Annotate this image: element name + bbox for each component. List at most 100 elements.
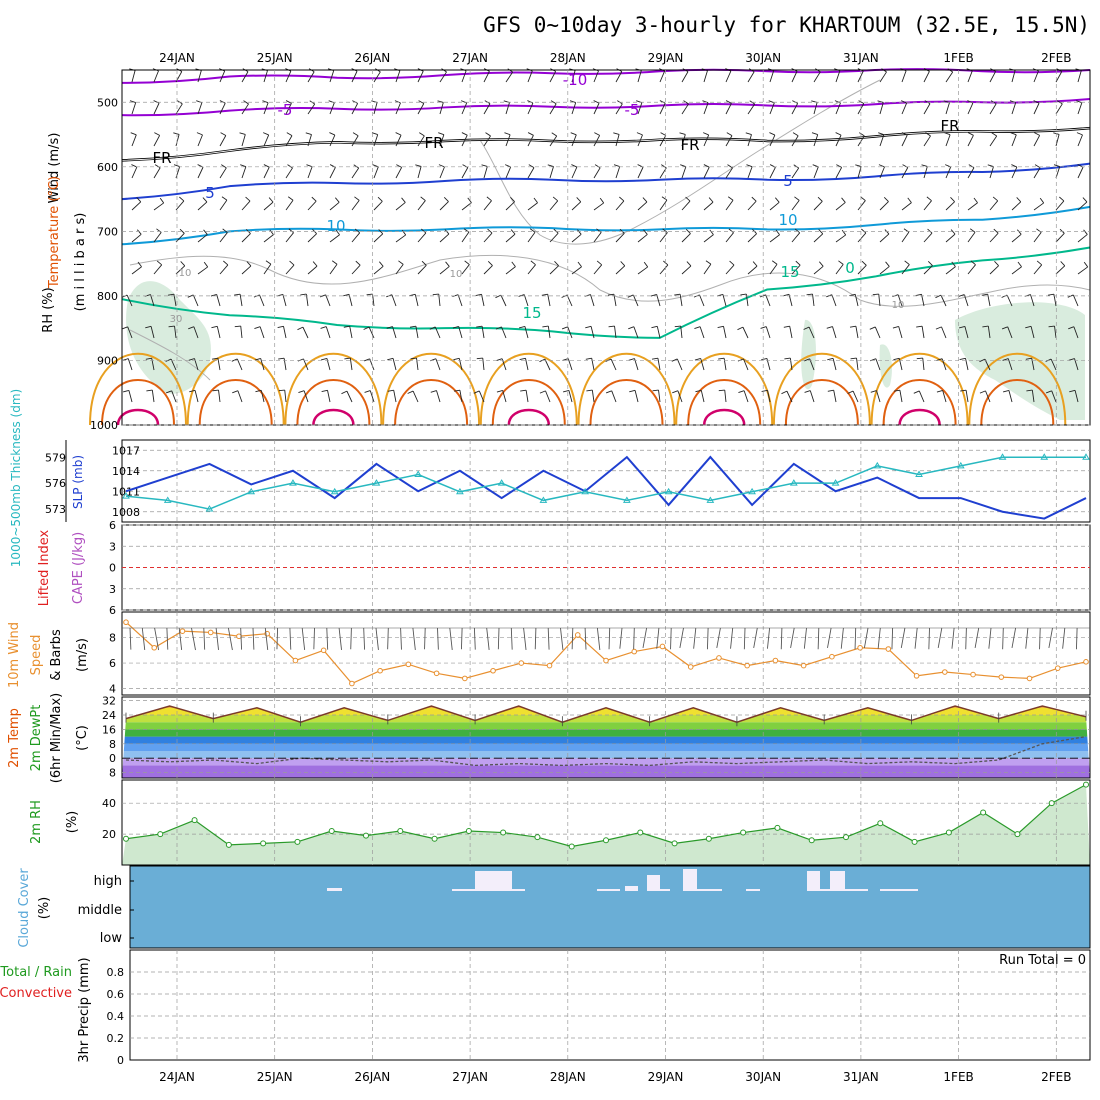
wind10-barb [584, 627, 587, 650]
wind-barb [131, 134, 137, 147]
upper-air-panel: 500 600 700 800 900 1000 -10 -5 -5 FR FR FR FR 5 5 10 1… [89, 68, 1091, 432]
rh2m-marker [500, 829, 507, 836]
wind-barb [1008, 390, 1013, 403]
high-cloud-block [452, 889, 475, 891]
contour-label: 5 [783, 172, 793, 190]
wind-barb-flag [795, 260, 801, 266]
wind-barb [681, 265, 692, 275]
wind-barb-flag [728, 228, 734, 234]
wind-barb-flag [312, 261, 318, 267]
wind-barb [945, 102, 950, 115]
wind-barb [742, 326, 749, 339]
thickness-marker [289, 479, 297, 486]
wind-barb [791, 264, 801, 275]
wind-barb-flag [334, 197, 340, 203]
thickness-marker [205, 505, 214, 512]
wind-barb [500, 294, 507, 307]
wind-barb [747, 265, 758, 275]
wind-barb [723, 358, 727, 371]
contour-label: -5 [278, 101, 293, 119]
wind-barb [219, 103, 226, 115]
wind-barb [656, 326, 661, 339]
y-tick-label: 4 [109, 683, 116, 696]
wind-barb-flag [232, 390, 239, 394]
rh2m-units: (%) [65, 811, 80, 834]
rh2m-marker [225, 841, 232, 848]
wind-barb [395, 134, 402, 147]
wind-barb [482, 358, 485, 371]
wind-barb [525, 358, 529, 371]
wind10-barb [437, 627, 439, 650]
wind-barb [325, 294, 331, 307]
wind-barb [151, 390, 155, 403]
wind-barb [349, 326, 353, 339]
temp2m-title-b: 2m DewPt [29, 705, 44, 772]
wind-barb-flag [702, 132, 709, 136]
rh2m-marker [568, 843, 575, 850]
wind-barb [395, 202, 406, 211]
wind-barb-flag [136, 229, 142, 235]
wind-barb-flag [674, 325, 681, 328]
wind10-marker [123, 619, 129, 626]
wind-barb-flag [246, 261, 252, 267]
wind-barb-flag [364, 390, 371, 393]
wind-barb-flag [643, 261, 649, 268]
warm-contour [898, 408, 941, 426]
wind-barb [989, 200, 999, 211]
wind-barb-flag [1069, 389, 1076, 393]
wind-barb [898, 326, 903, 339]
wind-barb-flag [576, 197, 582, 203]
wind-barb [241, 134, 246, 147]
wind-barb-flag [1076, 132, 1083, 136]
wind-barb [1054, 326, 1057, 339]
wind-barb [527, 102, 534, 115]
panel-frame [121, 696, 1091, 779]
wind-barb-flag [550, 100, 557, 105]
wind-barb-flag [685, 196, 691, 202]
wind-barb [373, 134, 379, 147]
wind-barb [1074, 390, 1079, 403]
wind-barb [170, 358, 177, 371]
warm-contour [784, 379, 859, 426]
wind-barb [989, 265, 999, 275]
contour-label: 10 [778, 211, 797, 229]
wind-barb [547, 326, 551, 339]
wind-barb-flag [594, 164, 601, 169]
wind-barb-flag [695, 389, 702, 393]
y-tick-label: 900 [97, 354, 118, 367]
contour-label: 15 [522, 304, 541, 322]
wind-barb-flag [481, 164, 488, 167]
wind10-barb [141, 627, 146, 650]
wind-barb [131, 233, 142, 243]
contour-label: 15 [780, 263, 799, 281]
rh2m-marker [877, 820, 884, 827]
wind-barb [637, 134, 643, 147]
wind-barb [923, 200, 932, 211]
wind-barb [879, 71, 887, 83]
wind-barb-flag [970, 260, 976, 266]
wind-barb-flag [269, 229, 274, 235]
wind-barb [632, 294, 639, 307]
wind-barb [788, 294, 793, 307]
wind-barb-flag [189, 389, 196, 393]
wind-barb [1077, 234, 1088, 243]
wind-barb [1007, 326, 1013, 339]
temp-band [122, 751, 1090, 759]
wind-barb-flag [783, 293, 790, 297]
warm-contour [507, 408, 551, 426]
wind-barb [1077, 134, 1083, 147]
wind-barb-flag [703, 164, 710, 168]
thickness-marker [247, 487, 256, 495]
wind-barb [527, 264, 536, 275]
wind-barb [549, 103, 557, 115]
high-cloud-block [807, 871, 820, 891]
wind-barb [747, 103, 756, 115]
wind-barb [681, 200, 691, 211]
wind-barb [284, 390, 287, 403]
wind-barb [457, 294, 463, 307]
wind10-marker [631, 648, 638, 655]
wind10-marker [349, 680, 355, 687]
wind-barb-flag [410, 357, 417, 360]
wind10-barb [743, 627, 746, 650]
wind-barb-flag [343, 325, 350, 328]
